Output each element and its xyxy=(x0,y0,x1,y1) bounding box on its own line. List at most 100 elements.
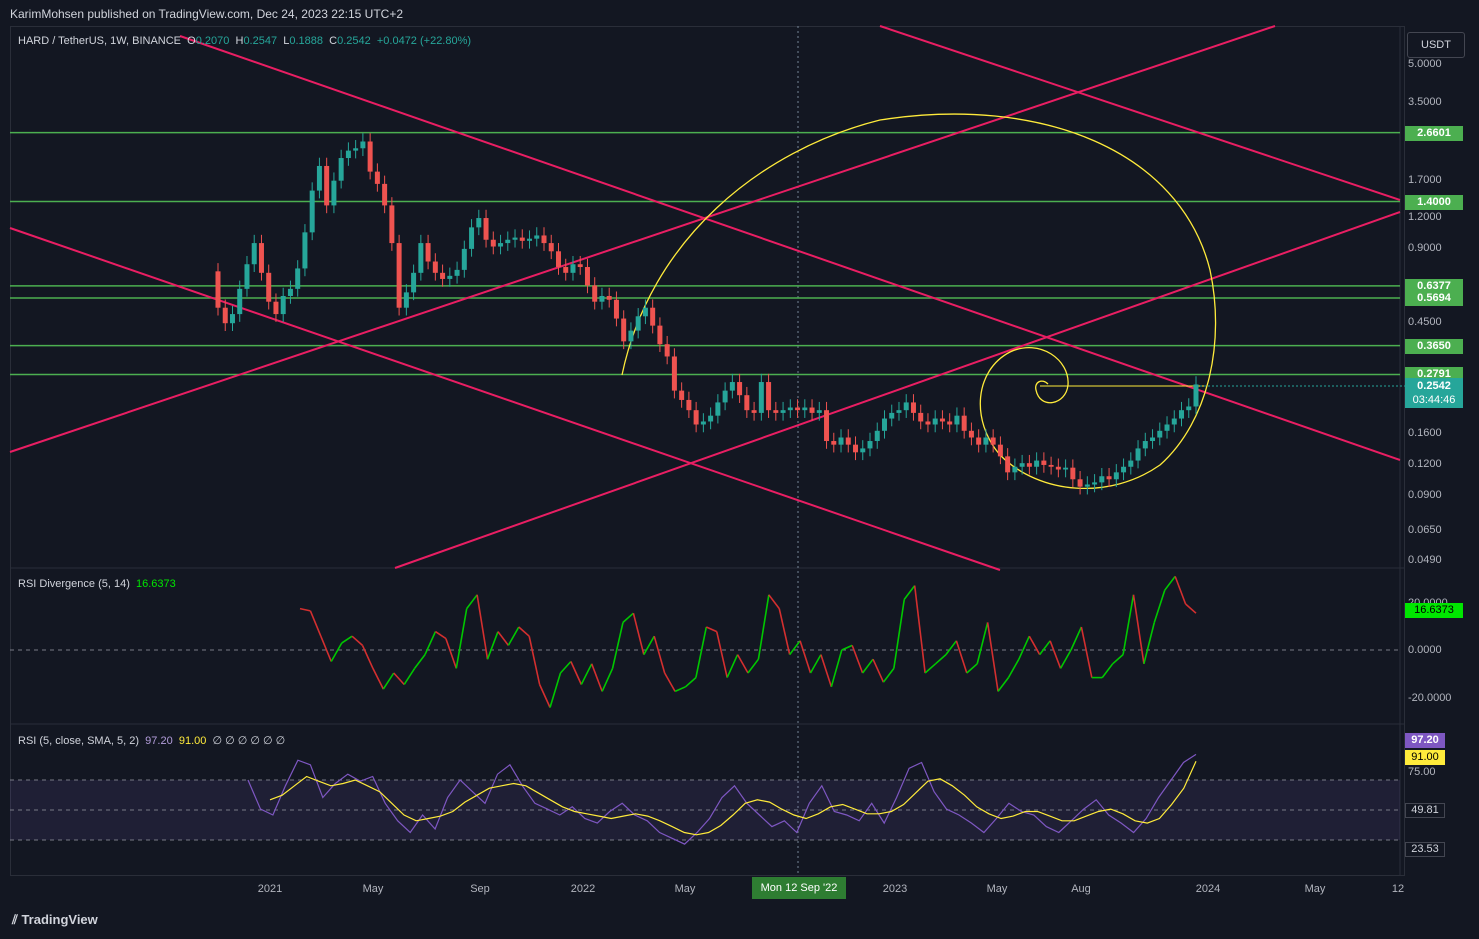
candle-body xyxy=(432,261,438,273)
rsi-div-segment xyxy=(330,642,343,662)
candle-body xyxy=(867,441,873,449)
candle-body xyxy=(1084,484,1090,487)
rsi-div-segment xyxy=(789,640,801,656)
rsi-div-title: RSI Divergence (5, 14) xyxy=(18,578,130,590)
rsi-div-segment xyxy=(611,622,624,669)
candle-body xyxy=(563,267,569,273)
tradingview-footer[interactable]: ⫽ TradingView xyxy=(12,912,98,928)
candle-body xyxy=(548,243,554,252)
candle-body xyxy=(896,410,902,413)
price-tick: 5.0000 xyxy=(1408,58,1442,70)
candle-body xyxy=(932,418,938,425)
candle-body xyxy=(345,150,351,159)
price-tick: 0.4500 xyxy=(1408,316,1442,329)
publish-info: KarimMohsen published on TradingView.com… xyxy=(10,7,404,21)
candle-body xyxy=(324,165,330,206)
candle-body xyxy=(816,410,822,413)
rsi-legend[interactable]: RSI (5, close, SMA, 5, 2) 97.20 91.00 ∅ … xyxy=(18,734,285,747)
rsi-div-segment xyxy=(341,635,353,644)
candle-body xyxy=(447,275,453,279)
candle-body xyxy=(744,395,750,411)
publish-header: KarimMohsen published on TradingView.com… xyxy=(0,0,1479,26)
rsi-value: 97.20 xyxy=(145,735,173,747)
rsi-div-segment xyxy=(476,594,489,660)
candle-body xyxy=(1034,460,1040,467)
countdown-timer: 03:44:46 xyxy=(1412,394,1456,406)
candle-body xyxy=(657,325,663,345)
price-tick: 0.0490 xyxy=(1408,554,1442,566)
rsi-div-segment xyxy=(851,645,864,674)
rsi-div-segment xyxy=(861,658,874,674)
candle-body xyxy=(1179,410,1185,419)
candle-body xyxy=(708,415,714,422)
rsi-div-segment xyxy=(924,663,937,674)
rsi-div-value: 16.6373 xyxy=(136,578,176,590)
rsi-div-segment xyxy=(1174,576,1187,605)
rsi-div-segment xyxy=(903,585,916,600)
rsi-div-segment xyxy=(945,640,958,656)
time-tick: Sep xyxy=(470,883,490,895)
rsi-div-segment xyxy=(351,635,364,646)
candle-body xyxy=(1150,437,1156,442)
rsi-div-segment xyxy=(570,661,583,685)
candle-body xyxy=(997,444,1003,457)
candle-body xyxy=(990,437,996,445)
rsi-div-segment xyxy=(590,663,603,692)
candle-body xyxy=(881,418,887,431)
candle-body xyxy=(853,444,859,453)
rsi-div-segment xyxy=(528,636,541,685)
candle-body xyxy=(809,407,815,413)
candle-body xyxy=(1186,406,1192,411)
low-label: L xyxy=(283,35,290,47)
candle-body xyxy=(700,421,706,425)
rsi-div-segment xyxy=(715,631,728,678)
rsi-div-segment xyxy=(1080,626,1093,678)
price-tick: 1.2000 xyxy=(1408,211,1442,224)
candle-body xyxy=(222,307,228,324)
rsi-div-legend[interactable]: RSI Divergence (5, 14) 16.6373 xyxy=(18,578,176,590)
candle-body xyxy=(766,382,772,411)
candle-body xyxy=(925,421,931,425)
rsi-div-segment xyxy=(1101,663,1114,679)
rsi-axis-75: 75.00 xyxy=(1408,766,1436,778)
candle-body xyxy=(824,410,830,442)
candle-body xyxy=(316,165,322,191)
candle-body xyxy=(302,232,308,269)
candle-body xyxy=(295,268,301,289)
candle-body xyxy=(1099,476,1105,483)
rsi-div-segment xyxy=(976,622,989,664)
rsi-div-segment xyxy=(809,654,822,674)
candle-body xyxy=(273,301,279,315)
price-tick: 1.7000 xyxy=(1408,173,1442,186)
candle-body xyxy=(244,264,250,289)
rsi-div-segment xyxy=(424,631,437,655)
rsi-div-segment xyxy=(497,631,510,646)
rsi-div-segment xyxy=(1007,658,1020,678)
candle-body xyxy=(1193,384,1199,407)
candle-body xyxy=(454,269,460,276)
level-label: 0.5694 xyxy=(1405,290,1463,306)
rsi-div-segment xyxy=(632,613,645,655)
candle-body xyxy=(534,235,540,239)
candle-body xyxy=(287,288,293,297)
currency-button[interactable]: USDT xyxy=(1407,32,1465,58)
rsi-div-segment xyxy=(403,667,416,685)
rsi-div-segment xyxy=(361,645,374,669)
price-tick: 0.1600 xyxy=(1408,427,1442,440)
rsi-div-segment xyxy=(736,654,749,674)
candle-body xyxy=(729,382,735,391)
time-tick: 12 xyxy=(1391,883,1405,895)
candle-body xyxy=(1128,460,1134,467)
rsi-axis-mid: 49.81 xyxy=(1405,803,1445,818)
rsi-div-segment xyxy=(1185,603,1197,614)
candle-body xyxy=(476,218,482,228)
candle-body xyxy=(251,243,257,265)
symbol-legend[interactable]: HARD / TetherUS, 1W, BINANCE O0.2070 H0.… xyxy=(18,35,471,47)
rsi-div-segment xyxy=(549,672,562,708)
rsi-div-axis-zero: 0.0000 xyxy=(1408,644,1442,656)
candle-body xyxy=(1041,460,1047,465)
candle-body xyxy=(787,407,793,411)
candle-body xyxy=(693,410,699,425)
candle-body xyxy=(584,267,590,286)
